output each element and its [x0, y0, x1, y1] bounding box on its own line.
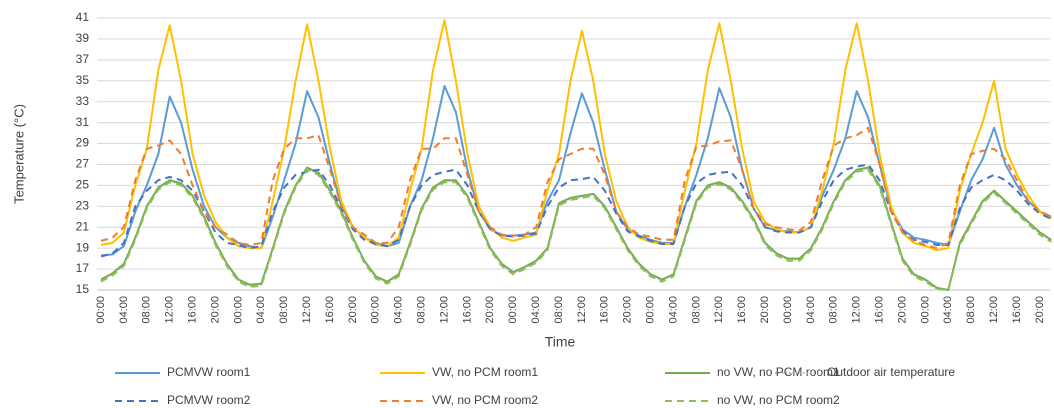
- x-tick-label: 16:00: [736, 296, 748, 324]
- x-axis-label: Time: [545, 334, 576, 350]
- x-tick-label: 04:00: [255, 296, 267, 324]
- x-tick-label: 12:00: [576, 296, 588, 324]
- y-tick-label: 23: [76, 198, 90, 212]
- x-tick-label: 00:00: [370, 296, 382, 324]
- x-tick-label: 08:00: [141, 296, 153, 324]
- x-tick-label: 04:00: [118, 296, 130, 324]
- x-tick-label: 04:00: [530, 296, 542, 324]
- y-axis-label: Temperature (°C): [11, 104, 26, 204]
- y-tick-label: 29: [76, 136, 90, 150]
- series-line: [100, 167, 1052, 291]
- x-tick-label: 12:00: [988, 296, 1000, 324]
- y-tick-label: 19: [76, 240, 90, 254]
- x-tick-label: 16:00: [324, 296, 336, 324]
- x-tick-label: 08:00: [278, 296, 290, 324]
- x-tick-label: 00:00: [232, 296, 244, 324]
- x-tick-label: 04:00: [805, 296, 817, 324]
- y-tick-label: 37: [76, 52, 90, 66]
- x-tick-label: 08:00: [828, 296, 840, 324]
- x-tick-label: 20:00: [759, 296, 771, 324]
- series-line: [100, 19, 1052, 252]
- x-tick-label: 20:00: [209, 296, 221, 324]
- x-tick-label: 12:00: [713, 296, 725, 324]
- y-tick-label: 17: [76, 261, 90, 275]
- x-tick-label: 16:00: [187, 296, 199, 324]
- x-tick-label: 08:00: [690, 296, 702, 324]
- x-tick-label: 16:00: [874, 296, 886, 324]
- series-line: [100, 126, 1052, 250]
- legend-label: PCMVW room2: [167, 393, 251, 407]
- y-tick-label: 31: [76, 115, 90, 129]
- y-tick-label: 25: [76, 178, 90, 192]
- x-tick-label: 08:00: [553, 296, 565, 324]
- x-tick-label: 16:00: [599, 296, 611, 324]
- y-tick-label: 15: [76, 282, 90, 296]
- legend-label: no VW, no PCM room1: [717, 365, 840, 379]
- legend-label: VW, no PCM room1: [432, 365, 538, 379]
- x-tick-label: 12:00: [438, 296, 450, 324]
- x-tick-label: 08:00: [965, 296, 977, 324]
- x-tick-label: 12:00: [301, 296, 313, 324]
- x-tick-label: 08:00: [416, 296, 428, 324]
- x-tick-label: 00:00: [919, 296, 931, 324]
- x-tick-label: 00:00: [645, 296, 657, 324]
- legend-label: no VW, no PCM room2: [717, 393, 840, 407]
- series-line: [100, 163, 1052, 258]
- x-tick-label: 12:00: [164, 296, 176, 324]
- x-tick-label: 16:00: [1011, 296, 1023, 324]
- y-tick-label: 21: [76, 219, 90, 233]
- x-tick-label: 00:00: [507, 296, 519, 324]
- x-tick-label: 20:00: [1034, 296, 1046, 324]
- x-tick-label: 20:00: [896, 296, 908, 324]
- x-tick-label: 00:00: [95, 296, 107, 324]
- x-tick-label: 04:00: [393, 296, 405, 324]
- x-tick-label: 00:00: [782, 296, 794, 324]
- x-tick-label: 12:00: [851, 296, 863, 324]
- legend-label: Outdoor air temperature: [827, 365, 955, 379]
- legend-label: PCMVW room1: [167, 365, 251, 379]
- y-tick-label: 35: [76, 73, 90, 87]
- x-tick-label: 04:00: [942, 296, 954, 324]
- x-tick-label: 16:00: [461, 296, 473, 324]
- x-tick-label: 20:00: [347, 296, 359, 324]
- x-tick-label: 20:00: [484, 296, 496, 324]
- series-line: [100, 168, 1052, 291]
- y-tick-label: 41: [76, 10, 90, 24]
- x-tick-label: 04:00: [667, 296, 679, 324]
- legend-label: VW, no PCM room2: [432, 393, 538, 407]
- series-line: [100, 85, 1052, 257]
- y-tick-label: 27: [76, 157, 90, 171]
- y-tick-label: 39: [76, 31, 90, 45]
- series-line: [100, 166, 1052, 291]
- y-tick-label: 33: [76, 94, 90, 108]
- x-tick-label: 20:00: [622, 296, 634, 324]
